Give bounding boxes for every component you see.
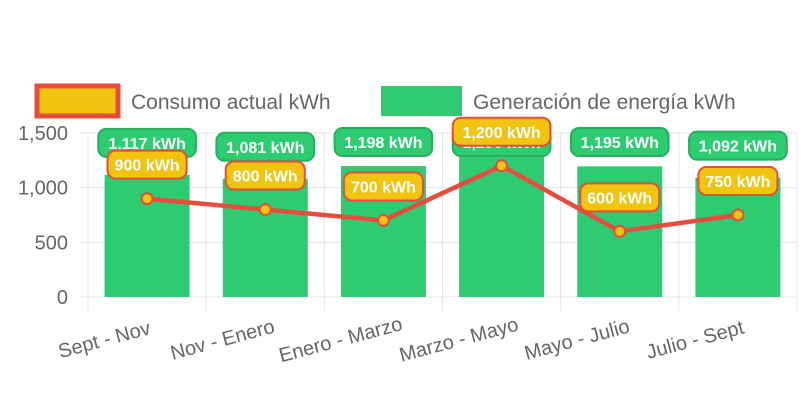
bar-data-label-text: 1,195 kWh (581, 135, 659, 152)
line-data-label: 700 kWh (342, 171, 424, 202)
bar-data-label-box (688, 130, 788, 161)
bar-data-label-text: 1,117 kWh (108, 136, 185, 153)
point-consumo[interactable] (731, 208, 745, 222)
x-axis: Sept - Nov Nov - Enero Enero - MarzoMarzo … (56, 313, 747, 367)
line-data-label: 600 kWh (579, 182, 661, 213)
bar-data-label-text: 1,081 kWh (226, 140, 304, 157)
line-data-label: 900 kWh (106, 149, 188, 180)
line-data-label-text: 700 kWh (351, 179, 416, 196)
y-tick-label: 0 (57, 287, 68, 309)
bar-data-label-text: 1,092 kWh (699, 139, 777, 156)
y-tick-label: 1,000 (18, 178, 68, 200)
line-data-label-text: 600 kWh (587, 190, 652, 207)
bar-data-label-box (333, 127, 434, 157)
bar-data-label: 1,092 kWh (688, 130, 788, 161)
bar-data-label: 1,198 kWh (333, 127, 434, 157)
point-consumo[interactable] (495, 159, 509, 173)
x-tick-label: Nov - Enero (168, 316, 277, 365)
line-data-label: 1,200 kWh (451, 116, 552, 147)
grid (80, 132, 798, 311)
line-data-label-text: 800 kWh (233, 169, 298, 186)
x-tick-label: Marzo - Mayo (397, 314, 521, 367)
legend-swatch-generacion (381, 86, 462, 116)
legend-item-consumo[interactable]: Consumo actual kWh (34, 83, 331, 119)
line-data-label-box (697, 166, 779, 196)
y-axis: 0 500 1,000 1,500 (18, 123, 68, 309)
bar-data-label: 1,081 kWh (215, 131, 316, 162)
line-data-label-box (106, 149, 188, 180)
legend: Consumo actual kWh Generación de energía… (34, 83, 736, 119)
legend-item-generacion[interactable]: Generación de energía kWh (381, 86, 736, 116)
x-tick-label: Julio - Sept (644, 317, 747, 364)
line-data-label: 800 kWh (224, 160, 306, 191)
bar-data-label-box (569, 127, 670, 157)
y-tick-label: 500 (35, 232, 68, 254)
x-tick-label: Mayo - Julio (522, 316, 632, 365)
legend-swatch-consumo (34, 83, 121, 119)
consumption-line (140, 159, 745, 238)
bar-data-label-text: 1,198 kWh (344, 135, 422, 152)
point-consumo[interactable] (140, 192, 154, 206)
line-consumo (146, 163, 739, 234)
legend-label-consumo: Consumo actual kWh (131, 91, 331, 114)
point-consumo[interactable] (376, 213, 390, 227)
line-data-label-text: 750 kWh (705, 174, 770, 191)
line-data-label-box (224, 160, 306, 191)
point-consumo[interactable] (258, 203, 272, 217)
legend-label-generacion: Generación de energía kWh (473, 91, 736, 114)
line-data-label-box (342, 171, 424, 202)
line-data-label-text: 1,200 kWh (462, 125, 540, 142)
point-consumo[interactable] (613, 224, 627, 238)
x-tick-label: Sept - Nov (56, 317, 153, 363)
bar-data-label: 1,195 kWh (569, 127, 670, 157)
x-tick-label: Enero - Marzo (277, 313, 405, 367)
bar-generacion[interactable] (695, 177, 781, 297)
line-data-label-box (451, 116, 552, 147)
line-data-label-box (579, 182, 661, 213)
y-tick-label: 1,500 (18, 123, 68, 145)
line-data-label: 750 kWh (697, 166, 779, 196)
bar-generacion[interactable] (222, 178, 308, 297)
line-data-label-text: 900 kWh (115, 158, 180, 175)
